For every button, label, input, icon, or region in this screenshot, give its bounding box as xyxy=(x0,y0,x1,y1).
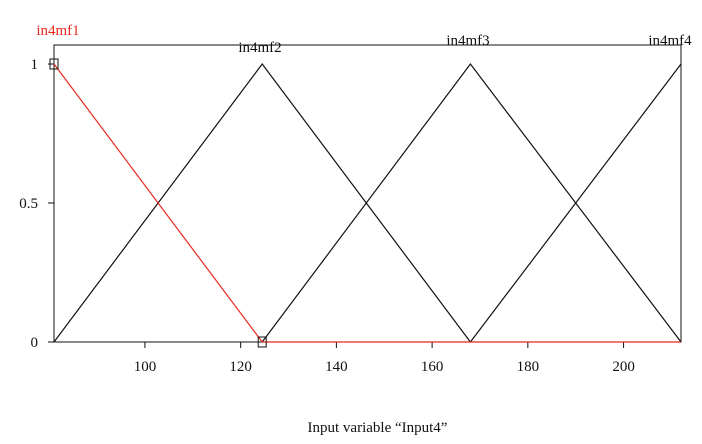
y-tick-label: 0.5 xyxy=(19,196,38,212)
x-tick-label: 140 xyxy=(325,359,348,375)
plot-frame xyxy=(53,44,682,343)
series-label-in4mf4: in4mf4 xyxy=(648,33,692,49)
series-line-in4mf1 xyxy=(53,63,681,343)
x-tick-label: 100 xyxy=(134,359,157,375)
y-axis-ticks: 00.51 xyxy=(19,57,54,351)
x-axis-ticks: 100 120 140 160 180 200 xyxy=(134,342,635,375)
x-axis-label: Input variable “Input4” xyxy=(308,420,448,436)
series-line-in4mf3 xyxy=(261,63,682,343)
plot-area xyxy=(53,44,682,343)
series-labels: in4mf1 in4mf2 in4mf3 in4mf4 xyxy=(36,23,692,56)
series-label-in4mf1: in4mf1 xyxy=(36,23,79,39)
x-tick-label: 160 xyxy=(421,359,444,375)
x-tick-label: 200 xyxy=(612,359,635,375)
x-tick-label: 180 xyxy=(517,359,540,375)
y-tick-label: 1 xyxy=(31,57,39,73)
selection-handles xyxy=(49,58,267,348)
series-layer xyxy=(53,62,682,343)
selection-handle[interactable] xyxy=(49,58,59,70)
series-line-in4mf2 xyxy=(53,62,471,343)
series-label-in4mf3: in4mf3 xyxy=(446,33,489,49)
series-line-in4mf4 xyxy=(469,63,682,343)
y-tick-label: 0 xyxy=(31,335,39,351)
x-tick-label: 120 xyxy=(229,359,252,375)
selection-handle[interactable] xyxy=(257,336,267,348)
series-label-in4mf2: in4mf2 xyxy=(238,40,281,56)
